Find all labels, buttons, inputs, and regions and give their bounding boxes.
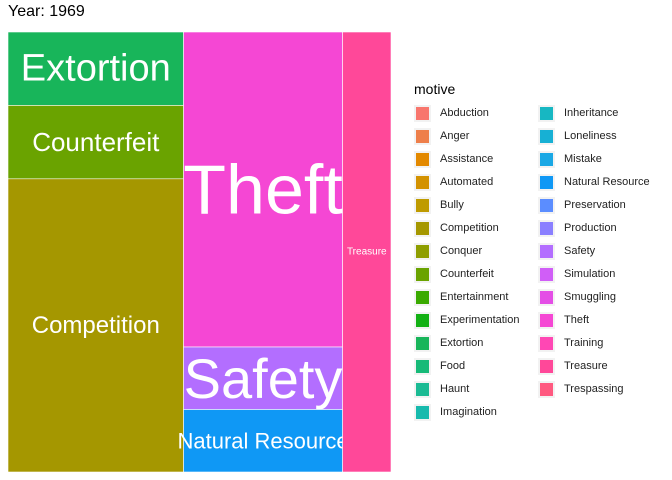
legend-swatch bbox=[414, 334, 431, 352]
legend-item-abduction: Abduction bbox=[414, 102, 489, 124]
legend-item-counterfeit: Counterfeit bbox=[414, 263, 494, 285]
legend-swatch bbox=[414, 265, 431, 283]
legend-swatch bbox=[414, 357, 431, 375]
legend-item-bully: Bully bbox=[414, 194, 464, 216]
legend-swatch bbox=[414, 196, 431, 214]
legend-label: Simulation bbox=[564, 268, 616, 280]
legend-label: Trespassing bbox=[564, 383, 624, 395]
legend-item-preservation: Preservation bbox=[538, 194, 626, 216]
legend-item-competition: Competition bbox=[414, 217, 499, 239]
legend-label: Safety bbox=[564, 245, 596, 257]
legend-label: Competition bbox=[440, 222, 499, 234]
legend-label: Production bbox=[564, 222, 617, 234]
legend-label: Automated bbox=[440, 176, 494, 188]
legend-label: Conquer bbox=[440, 245, 483, 257]
legend-label: Abduction bbox=[440, 107, 489, 119]
legend-label: Loneliness bbox=[564, 130, 617, 142]
legend-item-haunt: Haunt bbox=[414, 378, 469, 400]
legend-swatch bbox=[538, 196, 555, 214]
legend-item-mistake: Mistake bbox=[538, 148, 602, 170]
legend-swatch bbox=[538, 173, 555, 191]
legend-item-training: Training bbox=[538, 332, 603, 354]
legend-item-loneliness: Loneliness bbox=[538, 125, 617, 147]
tile-safety bbox=[183, 346, 343, 410]
legend-label: Imagination bbox=[440, 406, 497, 418]
chart-title: Year: 1969 bbox=[8, 3, 85, 20]
legend-swatch bbox=[538, 311, 555, 329]
legend-label: Extortion bbox=[440, 337, 484, 349]
legend-item-inheritance: Inheritance bbox=[538, 102, 618, 124]
legend-label: Preservation bbox=[564, 199, 626, 211]
legend-swatch bbox=[414, 104, 431, 122]
tile-treasure bbox=[342, 31, 392, 473]
tile-label-extortion: Extortion bbox=[21, 48, 171, 90]
legend-swatch bbox=[538, 265, 555, 283]
legend-item-experimentation: Experimentation bbox=[414, 309, 520, 331]
legend-item-natural-resource: Natural Resource bbox=[538, 171, 650, 193]
legend-label: Anger bbox=[440, 130, 470, 142]
legend-item-automated: Automated bbox=[414, 171, 493, 193]
legend-swatch bbox=[538, 288, 555, 306]
legend-swatch bbox=[538, 334, 555, 352]
legend-label: Food bbox=[440, 360, 466, 372]
legend-item-extortion: Extortion bbox=[414, 332, 483, 354]
legend-swatch bbox=[414, 242, 431, 260]
legend-swatch bbox=[414, 288, 431, 306]
legend-label: Assistance bbox=[440, 153, 494, 165]
tile-label-theft: Theft bbox=[183, 151, 343, 229]
tile-label-safety: Safety bbox=[184, 347, 343, 410]
legend-label: Smuggling bbox=[564, 291, 616, 303]
legend-item-treasure: Treasure bbox=[538, 355, 608, 377]
legend-swatch bbox=[414, 403, 431, 421]
legend-item-simulation: Simulation bbox=[538, 263, 615, 285]
legend-label: Haunt bbox=[440, 383, 470, 395]
tile-natural-resource bbox=[183, 409, 343, 473]
legend-swatch bbox=[414, 173, 431, 191]
legend-swatch bbox=[414, 150, 431, 168]
legend-item-smuggling: Smuggling bbox=[538, 286, 616, 308]
legend-swatch bbox=[538, 127, 555, 145]
legend-item-theft: Theft bbox=[538, 309, 589, 331]
tile-label-competition: Competition bbox=[32, 312, 160, 339]
legend-swatch bbox=[414, 380, 431, 398]
tile-label-natural-resource: Natural Resource bbox=[177, 428, 348, 453]
legend-swatch bbox=[538, 357, 555, 375]
tile-label-counterfeit: Counterfeit bbox=[32, 127, 160, 157]
legend-label: Treasure bbox=[564, 360, 608, 372]
legend-swatch bbox=[538, 380, 555, 398]
legend-label: Mistake bbox=[564, 153, 602, 165]
legend-item-production: Production bbox=[538, 217, 617, 239]
legend-label: Training bbox=[564, 337, 604, 349]
legend-swatch bbox=[414, 219, 431, 237]
legend-item-entertainment: Entertainment bbox=[414, 286, 508, 308]
tile-theft bbox=[183, 31, 343, 348]
legend-swatch bbox=[538, 150, 555, 168]
legend-swatch bbox=[538, 219, 555, 237]
legend-label: Experimentation bbox=[440, 314, 520, 326]
tile-label-treasure: Treasure bbox=[347, 247, 387, 258]
legend-item-imagination: Imagination bbox=[414, 401, 497, 423]
legend-label: Bully bbox=[440, 199, 464, 211]
legend-label: Natural Resource bbox=[564, 176, 650, 188]
tile-competition bbox=[7, 178, 184, 473]
legend-item-conquer: Conquer bbox=[414, 240, 482, 262]
legend-swatch bbox=[414, 127, 431, 145]
legend-swatch bbox=[538, 104, 555, 122]
legend-item-safety: Safety bbox=[538, 240, 595, 262]
legend-swatch bbox=[538, 242, 555, 260]
legend-label: Counterfeit bbox=[440, 268, 494, 280]
legend-item-assistance: Assistance bbox=[414, 148, 493, 170]
legend-item-trespassing: Trespassing bbox=[538, 378, 624, 400]
legend-title: motive bbox=[414, 81, 456, 97]
legend-label: Entertainment bbox=[440, 291, 509, 303]
legend-item-anger: Anger bbox=[414, 125, 469, 147]
legend-item-food: Food bbox=[414, 355, 465, 377]
legend-label: Inheritance bbox=[564, 107, 619, 119]
legend-label: Theft bbox=[564, 314, 590, 326]
legend-swatch bbox=[414, 311, 431, 329]
